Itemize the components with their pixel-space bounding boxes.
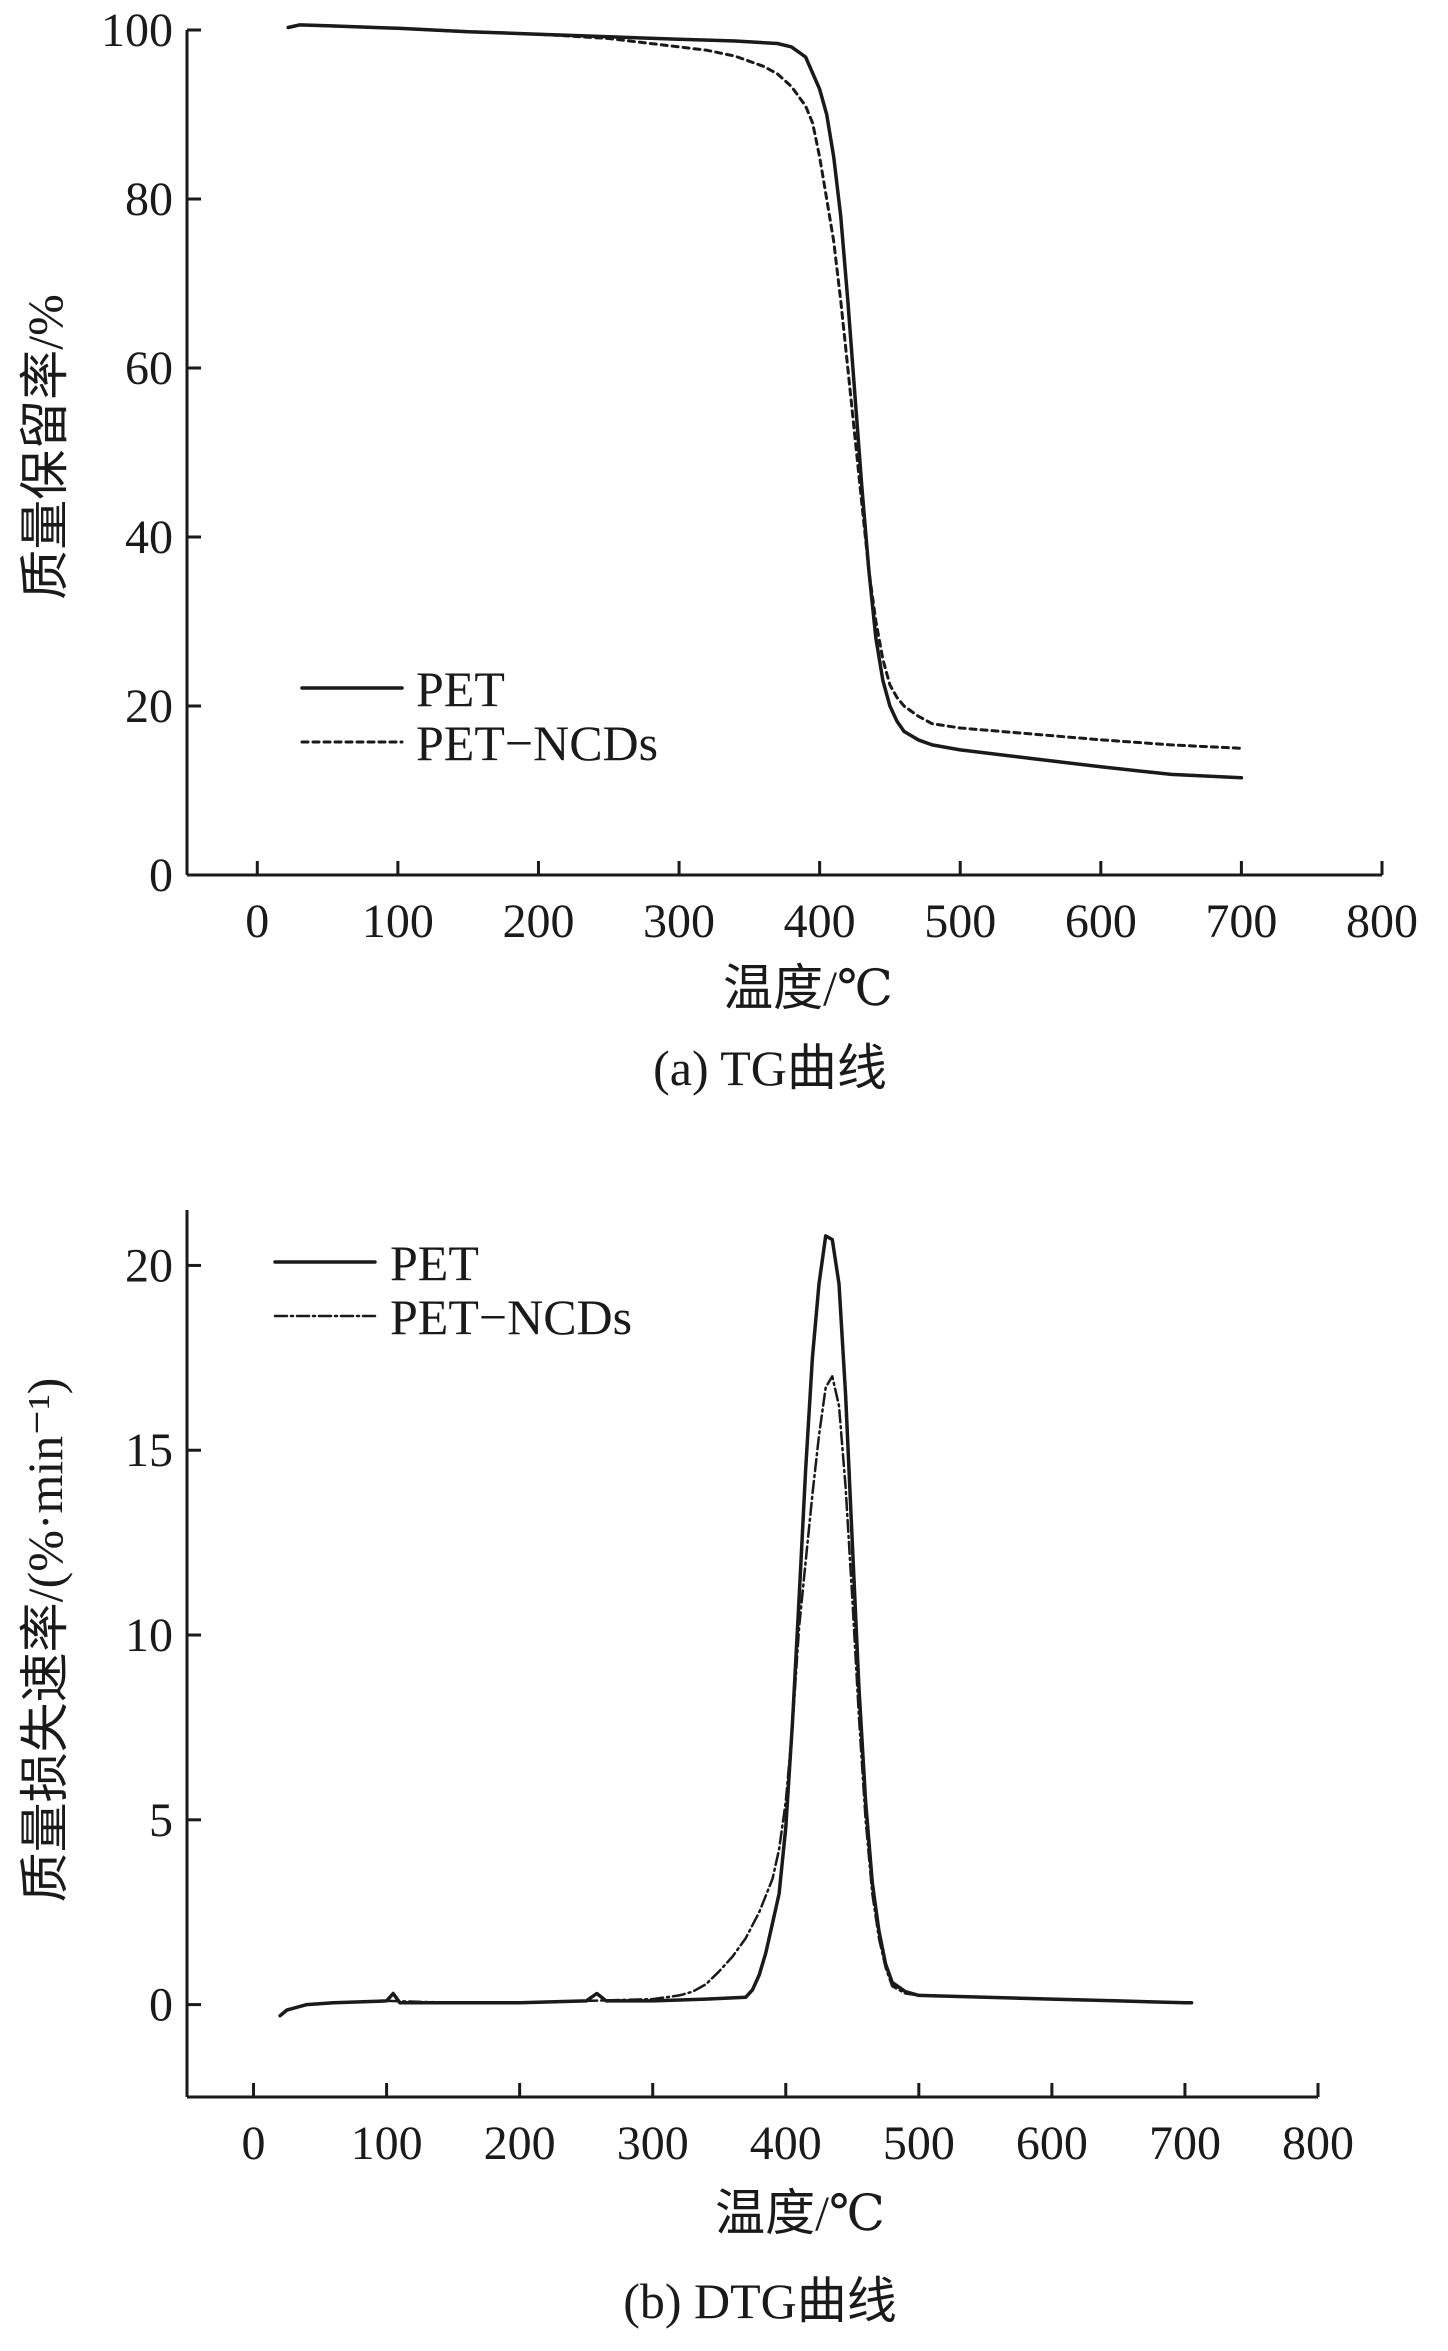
dtg-x-tick-label-500: 500 (883, 2117, 955, 2170)
tg-chart: 0 100 200 300 400 500 600 700 800 0 20 40 60 80 100 温… (17, 4, 1418, 1096)
tg-y-tick-label-80: 80 (125, 173, 173, 226)
dtg-legend: PET PET−NCDs (273, 1235, 632, 1345)
tg-y-tick-label-60: 60 (125, 342, 173, 395)
tg-plot-area: 0 100 200 300 400 500 600 700 800 0 20 40 60 80 100 (101, 4, 1418, 948)
tg-y-tick-label-100: 100 (101, 4, 173, 57)
dtg-x-tick-label-600: 600 (1016, 2117, 1088, 2170)
tg-series-pet (286, 23, 1244, 780)
tg-legend: PET PET−NCDs (300, 661, 658, 771)
tg-series-group (286, 23, 1244, 780)
tg-y-ticks: 0 20 40 60 80 100 (101, 4, 201, 902)
tg-caption: (a) TG曲线 (653, 1040, 887, 1096)
dtg-x-ticks: 0 100 200 300 400 500 600 700 800 (242, 2083, 1354, 2170)
dtg-x-tick-label-0: 0 (242, 2117, 266, 2170)
dtg-y-ticks: 0 5 10 15 20 (125, 1239, 201, 2032)
dtg-y-tick-label-20: 20 (125, 1239, 173, 1292)
dtg-x-tick-label-700: 700 (1149, 2117, 1221, 2170)
dtg-caption: (b) DTG曲线 (623, 2273, 897, 2329)
tg-y-tick-label-0: 0 (149, 849, 173, 902)
tg-x-tick-label-300: 300 (643, 895, 715, 948)
tg-y-tick-label-40: 40 (125, 511, 173, 564)
dtg-series-group (278, 1234, 1194, 2018)
dtg-legend-label-pet: PET (390, 1235, 479, 1291)
dtg-x-tick-label-200: 200 (484, 2117, 556, 2170)
dtg-y-axis-label: 质量损失速率/(%·min⁻¹) (17, 1378, 73, 1903)
dtg-legend-label-pet-ncds: PET−NCDs (390, 1289, 632, 1345)
tg-x-axis-label: 温度/℃ (723, 960, 893, 1016)
dtg-series-pet (278, 1234, 1194, 2018)
dtg-x-tick-label-300: 300 (617, 2117, 689, 2170)
tg-legend-label-pet-ncds: PET−NCDs (416, 715, 658, 771)
dtg-x-tick-label-800: 800 (1282, 2117, 1354, 2170)
dtg-series-pet-ncds (278, 1375, 1193, 2017)
tg-x-tick-label-100: 100 (362, 895, 434, 948)
dtg-y-tick-label-5: 5 (149, 1794, 173, 1847)
dtg-plot-area: 0 100 200 300 400 500 600 700 800 0 5 10 15 20 (125, 1210, 1354, 2170)
tg-x-tick-label-400: 400 (784, 895, 856, 948)
dtg-y-tick-label-15: 15 (125, 1424, 173, 1477)
tg-series-pet-ncds (286, 23, 1243, 750)
tg-x-ticks: 0 100 200 300 400 500 600 700 800 (245, 861, 1418, 948)
dtg-y-tick-label-10: 10 (125, 1609, 173, 1662)
tg-x-tick-label-200: 200 (502, 895, 574, 948)
tg-y-tick-label-20: 20 (125, 680, 173, 733)
dtg-x-tick-label-100: 100 (351, 2117, 423, 2170)
tg-x-tick-label-0: 0 (245, 895, 269, 948)
tg-legend-label-pet: PET (416, 661, 505, 717)
dtg-x-axis-label: 温度/℃ (715, 2185, 885, 2241)
tg-x-tick-label-500: 500 (924, 895, 996, 948)
tg-x-tick-label-700: 700 (1205, 895, 1277, 948)
tg-x-tick-label-800: 800 (1346, 895, 1418, 948)
tg-x-tick-label-600: 600 (1065, 895, 1137, 948)
dtg-x-tick-label-400: 400 (750, 2117, 822, 2170)
dtg-y-tick-label-0: 0 (149, 1979, 173, 2032)
tg-y-axis-label: 质量保留率/% (17, 294, 73, 600)
